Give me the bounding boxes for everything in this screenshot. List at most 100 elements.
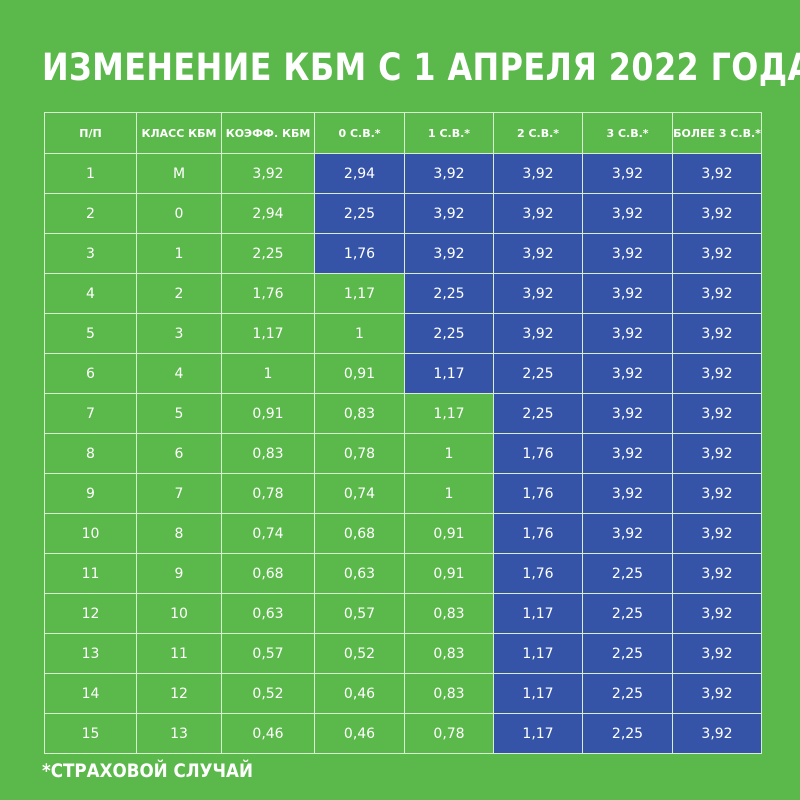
cell-2-claims: 3,92 xyxy=(493,193,583,234)
cell-1-claim: 3,92 xyxy=(404,233,494,274)
cell-1-claim: 1 xyxy=(404,433,494,474)
table-row: 11 9 0,68 0,63 0,91 1,76 2,25 3,92 xyxy=(44,553,762,594)
table-row: 7 5 0,91 0,83 1,17 2,25 3,92 3,92 xyxy=(44,393,762,434)
cell-pp: 3 xyxy=(44,233,137,274)
cell-kbm-class: М xyxy=(136,153,222,194)
cell-kbm-class: 3 xyxy=(136,313,222,354)
cell-2-claims: 1,17 xyxy=(493,593,583,634)
cell-kbm-coef: 0,46 xyxy=(221,713,315,754)
cell-pp: 9 xyxy=(44,473,137,514)
cell-more-3-claims: 3,92 xyxy=(672,633,762,674)
cell-0-claims: 0,74 xyxy=(314,473,405,514)
cell-3-claims: 3,92 xyxy=(582,393,673,434)
cell-1-claim: 0,83 xyxy=(404,633,494,674)
cell-kbm-coef: 1,17 xyxy=(221,313,315,354)
cell-pp: 10 xyxy=(44,513,137,554)
table-row: 10 8 0,74 0,68 0,91 1,76 3,92 3,92 xyxy=(44,513,762,554)
cell-3-claims: 2,25 xyxy=(582,713,673,754)
table-row: 12 10 0,63 0,57 0,83 1,17 2,25 3,92 xyxy=(44,593,762,634)
table-row: 13 11 0,57 0,52 0,83 1,17 2,25 3,92 xyxy=(44,633,762,674)
cell-3-claims: 3,92 xyxy=(582,273,673,314)
cell-kbm-coef: 1,76 xyxy=(221,273,315,314)
cell-kbm-class: 10 xyxy=(136,593,222,634)
cell-3-claims: 3,92 xyxy=(582,513,673,554)
cell-kbm-class: 6 xyxy=(136,433,222,474)
cell-0-claims: 0,57 xyxy=(314,593,405,634)
cell-more-3-claims: 3,92 xyxy=(672,713,762,754)
cell-1-claim: 0,83 xyxy=(404,593,494,634)
cell-pp: 12 xyxy=(44,593,137,634)
cell-1-claim: 1 xyxy=(404,473,494,514)
cell-2-claims: 2,25 xyxy=(493,393,583,434)
cell-2-claims: 1,76 xyxy=(493,513,583,554)
cell-kbm-class: 11 xyxy=(136,633,222,674)
cell-kbm-class: 12 xyxy=(136,673,222,714)
cell-more-3-claims: 3,92 xyxy=(672,193,762,234)
cell-3-claims: 3,92 xyxy=(582,233,673,274)
cell-kbm-coef: 0,52 xyxy=(221,673,315,714)
cell-2-claims: 1,76 xyxy=(493,433,583,474)
header-kbm-class: КЛАСС КБМ xyxy=(136,112,222,154)
table-row: 15 13 0,46 0,46 0,78 1,17 2,25 3,92 xyxy=(44,713,762,754)
cell-3-claims: 3,92 xyxy=(582,433,673,474)
cell-more-3-claims: 3,92 xyxy=(672,153,762,194)
cell-kbm-coef: 0,74 xyxy=(221,513,315,554)
cell-more-3-claims: 3,92 xyxy=(672,513,762,554)
cell-2-claims: 1,76 xyxy=(493,473,583,514)
cell-more-3-claims: 3,92 xyxy=(672,593,762,634)
cell-2-claims: 3,92 xyxy=(493,313,583,354)
cell-kbm-coef: 0,63 xyxy=(221,593,315,634)
cell-kbm-class: 1 xyxy=(136,233,222,274)
table-row: 5 3 1,17 1 2,25 3,92 3,92 3,92 xyxy=(44,313,762,354)
table-header-row: П/П КЛАСС КБМ КОЭФФ. КБМ 0 С.В.* 1 С.В.*… xyxy=(44,112,762,154)
cell-kbm-class: 7 xyxy=(136,473,222,514)
cell-kbm-class: 5 xyxy=(136,393,222,434)
cell-kbm-coef: 1 xyxy=(221,353,315,394)
cell-3-claims: 3,92 xyxy=(582,193,673,234)
cell-0-claims: 1,76 xyxy=(314,233,405,274)
cell-more-3-claims: 3,92 xyxy=(672,553,762,594)
cell-0-claims: 0,68 xyxy=(314,513,405,554)
cell-2-claims: 3,92 xyxy=(493,233,583,274)
cell-0-claims: 1,17 xyxy=(314,273,405,314)
cell-pp: 2 xyxy=(44,193,137,234)
cell-kbm-class: 4 xyxy=(136,353,222,394)
cell-kbm-class: 9 xyxy=(136,553,222,594)
header-2-claims: 2 С.В.* xyxy=(493,112,583,154)
cell-0-claims: 0,91 xyxy=(314,353,405,394)
table-row: 3 1 2,25 1,76 3,92 3,92 3,92 3,92 xyxy=(44,233,762,274)
cell-2-claims: 2,25 xyxy=(493,353,583,394)
cell-more-3-claims: 3,92 xyxy=(672,313,762,354)
cell-more-3-claims: 3,92 xyxy=(672,393,762,434)
cell-3-claims: 3,92 xyxy=(582,153,673,194)
cell-1-claim: 0,91 xyxy=(404,553,494,594)
table-row: 2 0 2,94 2,25 3,92 3,92 3,92 3,92 xyxy=(44,193,762,234)
cell-kbm-coef: 0,83 xyxy=(221,433,315,474)
cell-3-claims: 2,25 xyxy=(582,553,673,594)
cell-2-claims: 1,17 xyxy=(493,673,583,714)
cell-pp: 13 xyxy=(44,633,137,674)
cell-pp: 5 xyxy=(44,313,137,354)
cell-1-claim: 1,17 xyxy=(404,393,494,434)
cell-1-claim: 3,92 xyxy=(404,193,494,234)
cell-more-3-claims: 3,92 xyxy=(672,433,762,474)
cell-kbm-coef: 0,91 xyxy=(221,393,315,434)
table-row: 9 7 0,78 0,74 1 1,76 3,92 3,92 xyxy=(44,473,762,514)
cell-pp: 15 xyxy=(44,713,137,754)
cell-kbm-coef: 0,68 xyxy=(221,553,315,594)
cell-1-claim: 0,83 xyxy=(404,673,494,714)
cell-1-claim: 0,91 xyxy=(404,513,494,554)
cell-pp: 8 xyxy=(44,433,137,474)
cell-0-claims: 0,46 xyxy=(314,673,405,714)
cell-more-3-claims: 3,92 xyxy=(672,473,762,514)
table-row: 14 12 0,52 0,46 0,83 1,17 2,25 3,92 xyxy=(44,673,762,714)
cell-3-claims: 3,92 xyxy=(582,313,673,354)
cell-0-claims: 0,63 xyxy=(314,553,405,594)
cell-pp: 4 xyxy=(44,273,137,314)
cell-3-claims: 3,92 xyxy=(582,353,673,394)
cell-pp: 14 xyxy=(44,673,137,714)
cell-0-claims: 1 xyxy=(314,313,405,354)
header-0-claims: 0 С.В.* xyxy=(314,112,405,154)
cell-2-claims: 1,17 xyxy=(493,633,583,674)
cell-more-3-claims: 3,92 xyxy=(672,273,762,314)
